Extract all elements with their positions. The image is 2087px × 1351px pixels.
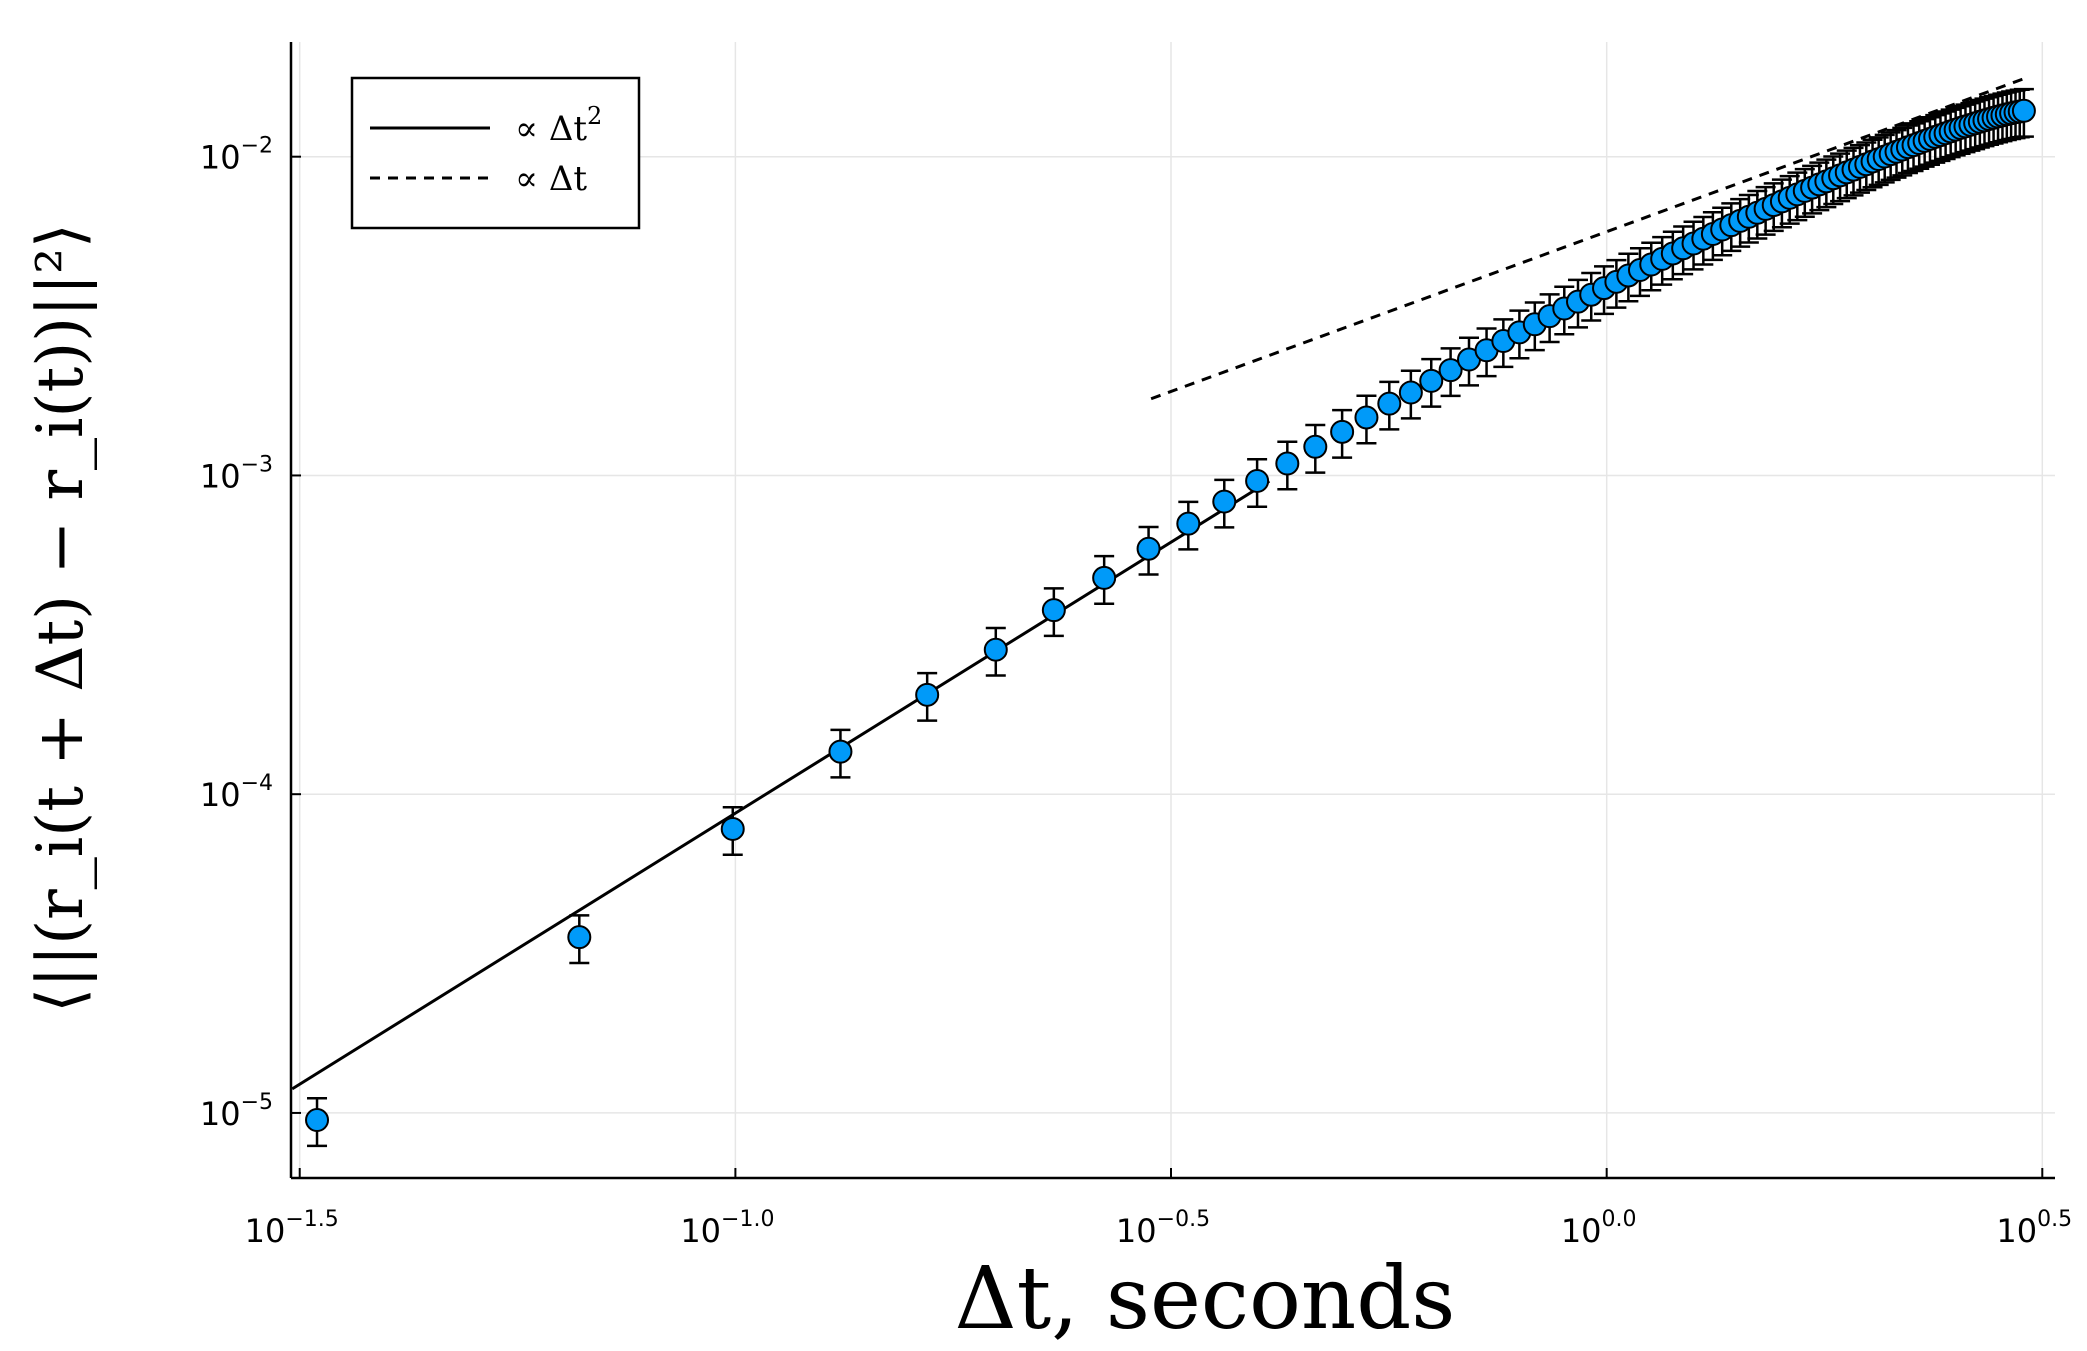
data-point (1275, 451, 1300, 476)
data-point (1377, 391, 1402, 416)
data-point (720, 816, 745, 841)
data-point (567, 925, 592, 950)
x-tick-label: 10−1.0 (680, 1207, 774, 1250)
y-tick-label: 10−5 (200, 1090, 273, 1133)
x-tick-label: 10−1.5 (245, 1207, 339, 1250)
data-point (1398, 380, 1423, 405)
y-tick-label: 10−4 (200, 771, 273, 814)
data-point (1176, 511, 1201, 536)
data-point (305, 1108, 330, 1133)
y-tick-label: 10−3 (200, 452, 273, 495)
legend-box (350, 76, 641, 230)
x-axis-label: Δt, seconds (955, 1249, 1456, 1349)
legend-label-solid: ∝ Δt2 (515, 102, 602, 149)
data-point (983, 637, 1008, 662)
data-point (1303, 434, 1328, 459)
data-points (305, 98, 2036, 1133)
x-tick-label: 100.5 (1996, 1207, 2072, 1250)
data-point (1330, 419, 1355, 444)
x-tick-label: 100.0 (1561, 1207, 1637, 1250)
x-tick-label: 10−0.5 (1116, 1207, 1210, 1250)
axes (289, 42, 2055, 1180)
data-point (1354, 405, 1379, 430)
data-point (1212, 489, 1237, 514)
reference-line-solid (291, 479, 1271, 1091)
data-point (1245, 468, 1270, 493)
data-point (915, 682, 940, 707)
data-point (828, 739, 853, 764)
data-point (1438, 358, 1463, 383)
reference-lines (291, 77, 2023, 1091)
legend-label-dashed: ∝ Δt (515, 159, 587, 199)
data-point (1041, 598, 1066, 623)
y-axis-label: ⟨||(r_i(t + Δt) − r_i(t))||²⟩ (24, 223, 98, 1013)
legend: ∝ Δt2 ∝ Δt (350, 76, 641, 230)
tick-labels: 10−1.5 10−1.0 10−0.5 100.0 100.5 10−5 10−4 10−3… (200, 134, 2072, 1250)
reference-line-dashed (1150, 77, 2023, 401)
data-point (1092, 565, 1117, 590)
data-point (1136, 536, 1161, 561)
data-point (1419, 368, 1444, 393)
data-point (2011, 98, 2036, 123)
grid-lines (291, 42, 2055, 1178)
y-tick-label: 10−2 (200, 134, 273, 177)
